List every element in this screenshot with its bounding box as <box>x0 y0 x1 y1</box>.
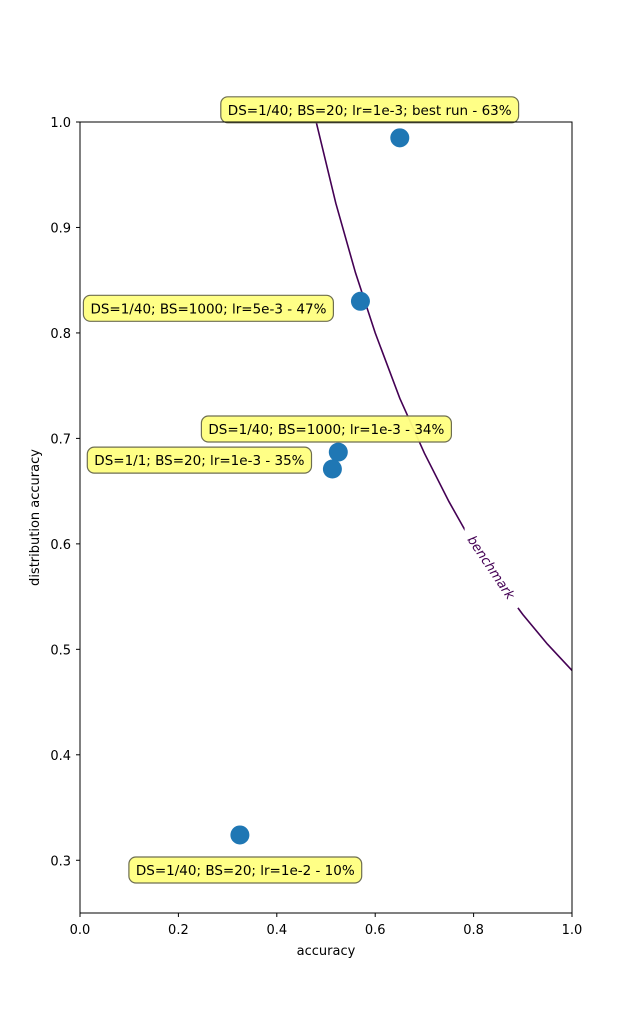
plot-frame <box>79 121 573 914</box>
annotation-box: DS=1/1; BS=20; lr=1e-3 - 35% <box>86 446 313 474</box>
x-tick-label: 0.2 <box>168 923 189 938</box>
annotation-box: DS=1/40; BS=20; lr=1e-2 - 10% <box>128 856 363 884</box>
annotation-label: DS=1/40; BS=1000; lr=1e-3 - 34% <box>208 422 444 438</box>
x-tick-label: 0.6 <box>365 923 386 938</box>
annotation-label: DS=1/1; BS=20; lr=1e-3 - 35% <box>94 453 304 469</box>
data-point <box>350 291 370 311</box>
y-tick-label: 1.0 <box>50 116 71 131</box>
benchmark-contour-segment <box>517 607 573 671</box>
data-points <box>230 128 410 845</box>
data-point <box>230 825 250 845</box>
x-tick-label: 1.0 <box>562 923 583 938</box>
y-tick-label: 0.8 <box>50 327 71 342</box>
benchmark-contour-segment <box>315 121 465 532</box>
annotation-box: DS=1/40; BS=20; lr=1e-3; best run - 63% <box>220 96 520 124</box>
y-axis-ticks: 0.3 0.4 0.5 0.6 0.7 0.8 0.9 1.0 <box>50 116 80 869</box>
y-tick-label: 0.7 <box>50 432 71 447</box>
x-axis-label: accuracy <box>297 944 356 959</box>
x-tick-label: 0.8 <box>463 923 484 938</box>
y-tick-label: 0.5 <box>50 643 71 658</box>
data-point <box>328 442 348 462</box>
y-tick-label: 0.6 <box>50 538 71 553</box>
x-tick-label: 0.0 <box>70 923 91 938</box>
y-tick-label: 0.3 <box>50 854 71 869</box>
data-point <box>390 128 410 148</box>
x-axis-ticks: 0.0 0.2 0.4 0.6 0.8 1.0 <box>70 913 583 938</box>
y-tick-label: 0.4 <box>50 749 71 764</box>
annotation-box: DS=1/40; BS=1000; lr=5e-3 - 47% <box>82 294 335 322</box>
annotation-label: DS=1/40; BS=1000; lr=5e-3 - 47% <box>90 301 326 317</box>
annotation-box: DS=1/40; BS=1000; lr=1e-3 - 34% <box>200 415 452 443</box>
y-tick-label: 0.9 <box>50 221 71 236</box>
plot-background <box>80 122 572 913</box>
point-annotations: DS=1/40; BS=20; lr=1e-3; best run - 63% D… <box>82 96 520 884</box>
annotation-label: DS=1/40; BS=20; lr=1e-2 - 10% <box>136 863 355 879</box>
x-tick-label: 0.4 <box>266 923 287 938</box>
data-point <box>322 459 342 479</box>
annotation-label: DS=1/40; BS=20; lr=1e-3; best run - 63% <box>228 103 512 119</box>
y-axis-label: distribution accuracy <box>28 449 43 586</box>
